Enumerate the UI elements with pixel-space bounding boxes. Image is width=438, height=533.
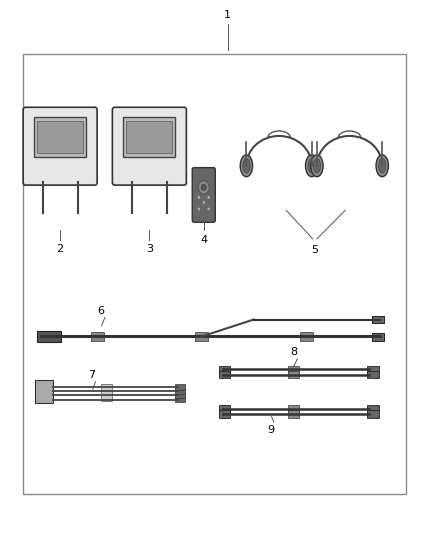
Bar bbox=[34, 117, 86, 157]
Circle shape bbox=[197, 207, 201, 211]
Ellipse shape bbox=[240, 155, 253, 177]
Bar bbox=[91, 332, 104, 341]
Bar bbox=[288, 405, 299, 413]
Text: 5: 5 bbox=[311, 245, 318, 255]
Bar bbox=[37, 331, 61, 342]
Circle shape bbox=[202, 200, 205, 204]
Text: 6: 6 bbox=[97, 306, 104, 316]
Ellipse shape bbox=[308, 159, 315, 173]
Bar bbox=[176, 389, 185, 394]
Bar bbox=[288, 410, 299, 418]
Bar bbox=[367, 366, 379, 373]
Bar bbox=[219, 371, 230, 378]
Bar bbox=[176, 397, 185, 402]
Ellipse shape bbox=[376, 155, 389, 177]
Ellipse shape bbox=[311, 155, 323, 177]
Ellipse shape bbox=[313, 159, 321, 173]
Ellipse shape bbox=[243, 159, 250, 173]
Bar bbox=[367, 410, 379, 418]
Text: 9: 9 bbox=[267, 424, 274, 434]
Bar bbox=[127, 121, 172, 154]
Bar bbox=[367, 371, 379, 378]
FancyBboxPatch shape bbox=[23, 107, 97, 185]
Bar bbox=[195, 332, 208, 341]
Bar bbox=[219, 410, 230, 418]
Bar bbox=[101, 384, 112, 401]
Bar bbox=[123, 117, 176, 157]
Text: 1: 1 bbox=[224, 10, 231, 20]
Bar bbox=[176, 384, 185, 390]
Bar bbox=[367, 405, 379, 413]
Bar bbox=[372, 333, 384, 341]
Bar bbox=[23, 54, 406, 495]
Ellipse shape bbox=[378, 159, 386, 173]
Bar bbox=[219, 366, 230, 373]
Text: 7: 7 bbox=[88, 370, 95, 380]
FancyBboxPatch shape bbox=[192, 167, 215, 222]
FancyBboxPatch shape bbox=[113, 107, 186, 185]
Circle shape bbox=[207, 207, 210, 211]
Text: 3: 3 bbox=[146, 244, 153, 254]
Bar bbox=[372, 316, 384, 323]
Text: 4: 4 bbox=[200, 235, 207, 245]
Bar bbox=[300, 332, 313, 341]
Circle shape bbox=[198, 181, 209, 194]
Circle shape bbox=[201, 184, 206, 190]
Bar bbox=[288, 366, 299, 373]
Bar bbox=[35, 380, 53, 403]
Bar bbox=[176, 393, 185, 398]
Bar bbox=[288, 371, 299, 378]
Bar bbox=[37, 121, 83, 154]
Circle shape bbox=[197, 196, 201, 199]
Ellipse shape bbox=[305, 155, 318, 177]
Bar bbox=[219, 405, 230, 413]
Text: 2: 2 bbox=[57, 244, 64, 254]
Circle shape bbox=[207, 196, 210, 199]
Text: 8: 8 bbox=[290, 347, 297, 357]
